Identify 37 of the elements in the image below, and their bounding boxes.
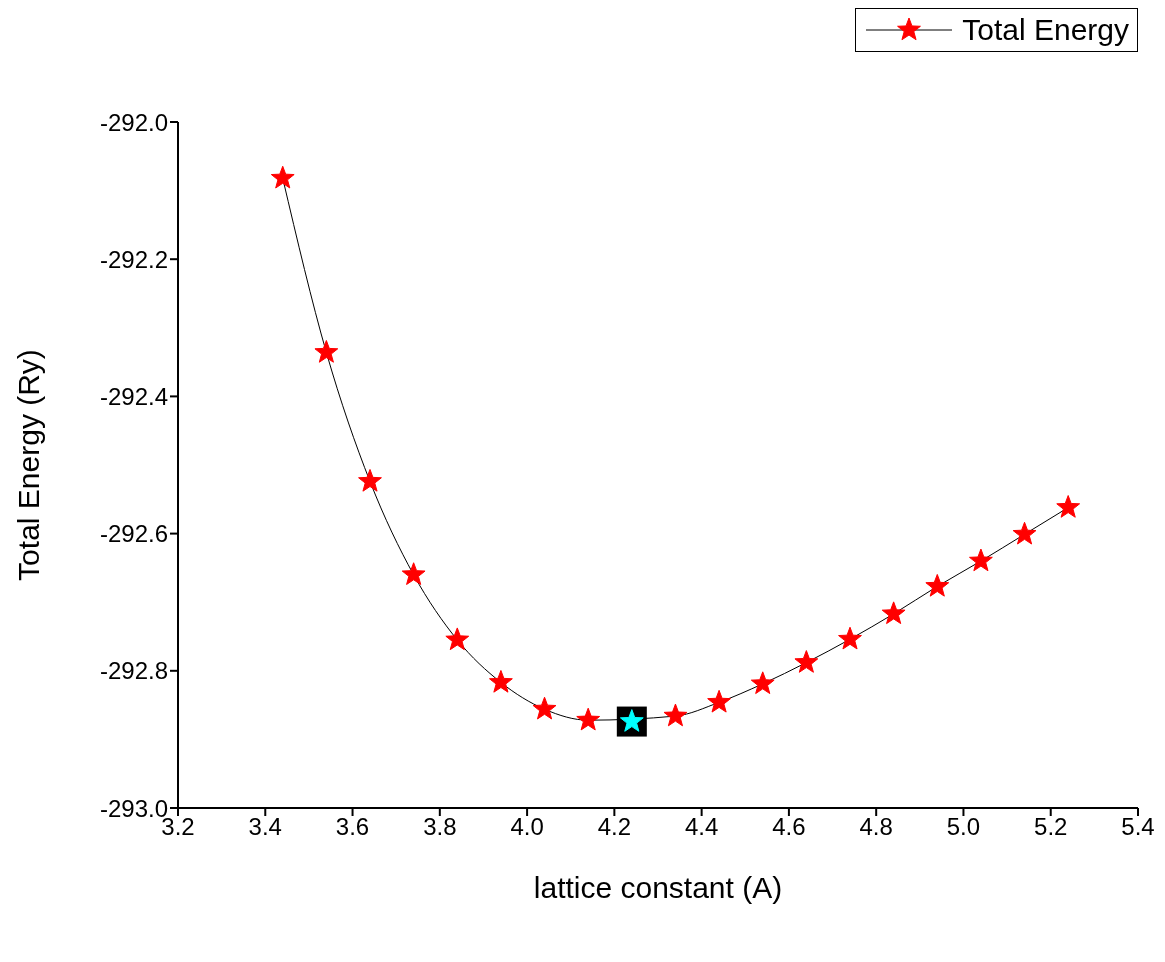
x-tick-label: 4.0 [510,813,544,841]
point [1012,521,1037,545]
point [794,650,819,673]
x-tick-label: 3.8 [423,813,457,841]
point [576,707,601,731]
x-tick-label: 4.2 [597,813,632,841]
point [270,165,295,189]
x-tick-label: 4.6 [772,813,806,841]
y-tick-label: -292.2 [99,245,168,273]
x-tick-label: 4.4 [684,813,719,841]
x-tick-label: 5.4 [1121,813,1155,841]
y-tick-label: -292.6 [99,520,168,548]
point [532,696,557,720]
legend-label: Total Energy [962,13,1129,47]
point [401,562,426,585]
x-tick-label: 5.0 [946,813,981,841]
point [750,671,775,695]
x-tick-label: 5.2 [1034,813,1068,841]
point [445,627,470,651]
point [489,669,513,693]
y-axis-title: Total Energy (Ry) [11,349,45,581]
x-tick-label: 3.6 [335,813,370,841]
point [663,703,688,727]
point [314,340,339,363]
y-tick-label: -292.4 [99,382,168,410]
point [1056,495,1081,518]
point [881,601,906,625]
x-tick-label: 3.4 [248,813,282,841]
x-axis-title: lattice constant (A) [533,871,783,904]
y-tick-label: -292.8 [99,657,168,685]
point [925,573,950,597]
point [707,689,731,713]
point [969,548,993,572]
point [358,468,382,492]
y-tick-label: -292.0 [99,108,168,136]
point [838,626,862,650]
x-tick-label: 4.8 [859,813,893,841]
